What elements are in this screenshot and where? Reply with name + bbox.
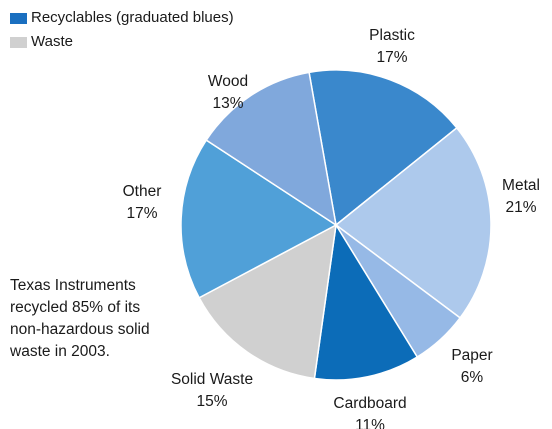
pie-slice-metal xyxy=(334,126,492,319)
pie-value-solid-waste: 15% xyxy=(196,393,227,410)
pie-label-wood: Wood xyxy=(208,73,248,90)
note-line-1: Texas Instruments xyxy=(10,277,136,294)
legend-item-waste: Waste xyxy=(10,30,234,54)
pie-label-other: Other xyxy=(123,183,162,200)
pie-value-plastic: 17% xyxy=(376,49,407,66)
legend-label-waste: Waste xyxy=(31,33,73,50)
pie-value-metal: 21% xyxy=(505,199,536,216)
pie-labels: Plastic 17% Metal 21% Paper 6% Cardboard 11% Sol… xyxy=(123,27,540,429)
pie-label-cardboard: Cardboard xyxy=(333,395,406,412)
pie-value-paper: 6% xyxy=(461,369,484,386)
pie-label-plastic: Plastic xyxy=(369,27,415,44)
pie-label-paper: Paper xyxy=(451,347,492,364)
pie-slice-wood xyxy=(205,71,338,227)
legend: Recyclables (graduated blues) Waste xyxy=(10,6,234,54)
legend-label-recyclables: Recyclables (graduated blues) xyxy=(31,9,234,26)
pie-value-wood: 13% xyxy=(212,95,243,112)
pie-slice-solid-waste xyxy=(198,223,337,380)
legend-swatch-recyclables xyxy=(10,12,27,24)
pie-label-metal: Metal xyxy=(502,177,540,194)
pie-slice-other xyxy=(180,139,338,299)
legend-swatch-waste xyxy=(10,36,27,48)
note-line-3: non-hazardous solid xyxy=(10,321,150,338)
pie-value-other: 17% xyxy=(126,205,157,222)
pie-slices xyxy=(180,69,492,381)
pie-slice-plastic xyxy=(308,69,458,227)
pie-label-solid-waste: Solid Waste xyxy=(171,371,253,388)
legend-item-recyclables: Recyclables (graduated blues) xyxy=(10,6,234,30)
note-line-2: recycled 85% of its xyxy=(10,299,141,316)
recycling-note: Texas Instruments recycled 85% of its no… xyxy=(10,275,200,363)
pie-value-cardboard: 11% xyxy=(355,417,385,429)
pie-slice-cardboard xyxy=(313,222,419,381)
note-line-4: waste in 2003. xyxy=(10,343,110,360)
